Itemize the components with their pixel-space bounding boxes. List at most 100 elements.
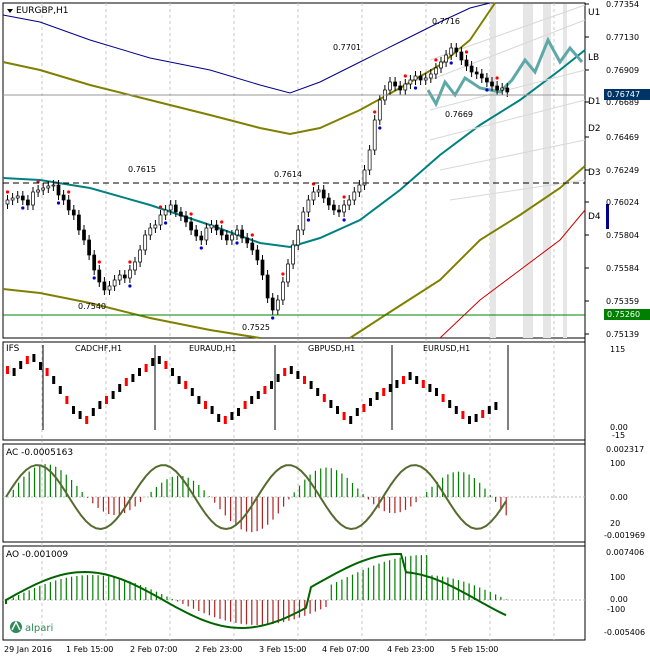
price-scale-value: 0.76249 [606,166,639,175]
upper-blue-band [2,2,491,94]
ifs-bar [124,378,128,386]
ifs-bar [256,391,260,399]
candle-body [286,263,290,283]
time-label: 4 Feb 23:00 [387,645,434,654]
ac-label: AC -0.0005163 [6,448,73,458]
ifs-bar [19,361,23,369]
level-label-d1: D1 [588,97,601,107]
candle-body [153,224,158,229]
candle-body [112,279,117,287]
alpari-logo-mark [11,620,21,631]
ifs-bar [494,402,498,410]
candle-body [469,65,474,73]
forecast-shading [490,4,567,338]
time-label: 5 Feb 15:00 [451,645,498,654]
time-axis: 29 Jan 2016 1 Feb 15:00 2 Feb 07:00 2 Fe… [4,645,498,654]
fractal-down-marker [342,218,346,222]
price-annotation: 0.7615 [128,165,156,174]
ifs-bar [375,392,379,400]
candle-body [454,47,459,53]
fractal-down-marker [199,246,203,250]
ifs-bar [32,354,36,362]
chevron-down-icon[interactable] [7,9,13,13]
level-price-box [604,309,650,320]
ifs-bar [336,406,339,414]
ifs-bar [243,401,247,409]
ifs-bar [144,364,148,372]
ifs-bar [237,408,240,416]
candle-body [296,229,301,246]
price-annotation: 0.7525 [242,323,270,332]
candle-body [444,54,448,63]
forecast-band [563,4,567,338]
candle-body [377,99,382,121]
candle-body [352,191,357,201]
candle-body [291,244,295,265]
ifs-bar [421,380,425,388]
candle-body [255,249,260,261]
forecast-band [490,4,496,338]
ifs-bar [72,406,75,414]
candle-body [439,61,443,69]
ifs-bar [474,414,478,422]
price-scale-value: 0.75804 [606,231,639,240]
ifs-sub-symbol: GBPUSD,H1 [308,344,355,353]
ifs-bar [382,388,386,396]
level-label-d2: D2 [588,124,601,134]
candle-body [403,83,408,91]
lower-red-band [439,209,586,339]
fractal-down-marker [378,126,382,130]
ifs-bar [138,368,141,376]
time-label: 2 Feb 23:00 [195,645,242,654]
fractal-up-marker [434,58,438,62]
ifs-bar [25,356,29,364]
fractal-up-marker [403,74,407,78]
time-label: 1 Feb 15:00 [66,645,113,654]
fractal-up-marker [128,260,132,264]
ifs-bar [309,381,313,389]
ifs-bar [283,368,287,376]
ifs-bar [276,374,280,382]
candle-body [275,299,280,311]
ao-panel-frame [2,545,586,641]
ifs-bar [223,416,227,424]
fractal-down-marker [306,218,310,222]
ifs-bar [157,356,161,364]
fractal-down-marker [485,88,489,92]
candle-body [449,47,454,56]
candle-body [337,209,341,213]
candle-body [306,199,311,213]
ifs-bar [289,366,293,374]
candle-body [316,189,321,193]
ac-scale: -0.001969 [604,531,645,540]
ac-signal-line [5,464,507,531]
price-scale-value: 0.76469 [606,133,639,142]
level-label-d3: D3 [588,168,601,178]
ifs-bar [171,368,174,376]
ifs-bar [468,416,471,424]
ifs-bar [402,376,405,384]
candle-body [332,204,336,211]
fractal-down-marker [413,86,418,90]
ifs-bar [349,416,353,424]
candle-body [474,71,479,75]
candle-body [505,87,510,93]
ifs-bar [369,398,372,406]
candle-body [184,215,188,223]
candle-body [235,229,239,236]
ifs-bar [151,358,155,366]
candle-body [97,269,102,283]
candle-body [107,285,112,291]
ifs-bar [58,386,62,394]
price-scale-value: 0.75359 [606,297,639,306]
candle-body [459,51,464,61]
candle-body [224,234,229,241]
candle-body [189,221,193,231]
price-scale-value: 0.75139 [606,330,639,339]
ifs-bar [250,396,254,404]
candle-body [204,227,209,241]
ao-scale: 0.007406 [606,548,644,557]
price-scale-value: 0.75584 [606,264,639,273]
ifs-bar [296,371,300,379]
